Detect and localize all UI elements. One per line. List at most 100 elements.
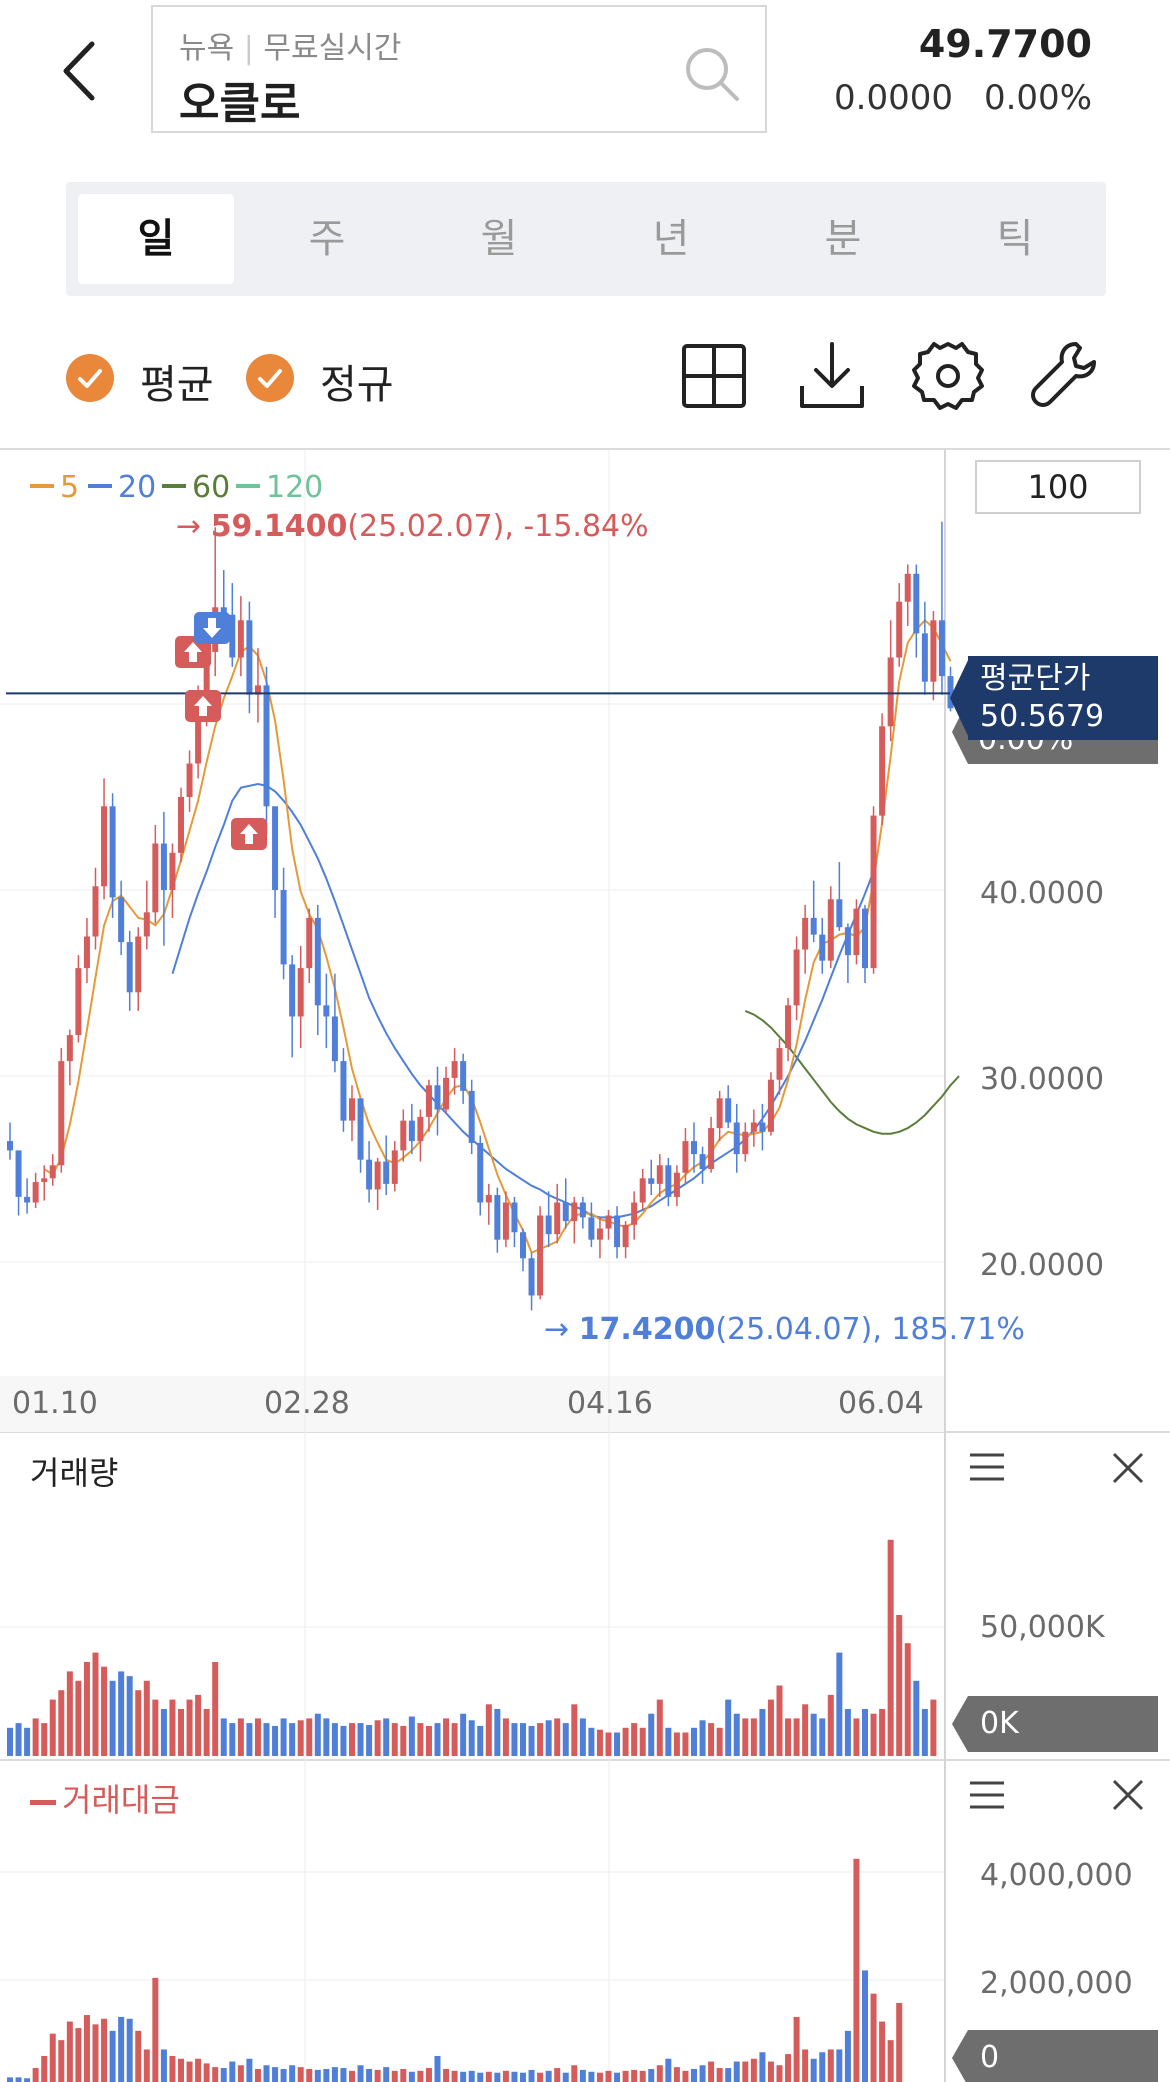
amount-bar [408, 2071, 415, 2082]
tab-minute[interactable]: 분 [824, 216, 862, 262]
avg-cost-tag: 평균단가 50.5679 [968, 656, 1158, 740]
amount-bar [588, 2071, 595, 2082]
candle-body [408, 1120, 415, 1142]
volume-bar [306, 1718, 313, 1756]
volume-bar [66, 1671, 73, 1756]
volume-bar [75, 1680, 82, 1756]
volume-bar [631, 1723, 638, 1756]
amount-bar [109, 2030, 116, 2082]
back-button[interactable] [52, 36, 112, 106]
amount-bar [853, 1858, 860, 2082]
volume-bar [323, 1718, 330, 1756]
candle-body [673, 1172, 680, 1197]
candle-body [554, 1202, 561, 1235]
amount-bar [323, 2068, 330, 2082]
amount-bar [126, 2018, 133, 2082]
candle-body [24, 1196, 31, 1203]
amount-bar [571, 2065, 578, 2082]
volume-bar [494, 1709, 501, 1756]
candle-body [614, 1215, 621, 1248]
arrow-up-icon [240, 824, 258, 844]
volume-bar [913, 1680, 920, 1756]
layout-button[interactable] [676, 338, 752, 414]
candle-body [366, 1159, 373, 1190]
tab-year[interactable]: 년 [652, 216, 690, 262]
close-icon[interactable] [1110, 1777, 1146, 1813]
average-checkbox[interactable] [66, 354, 114, 402]
volume-bar [186, 1699, 193, 1756]
volume-bar [725, 1699, 732, 1756]
candle-body [417, 1116, 424, 1142]
tools-button[interactable] [1028, 338, 1104, 414]
candle-body [904, 573, 911, 602]
candle-body [101, 806, 108, 887]
amount-bar [631, 2069, 638, 2082]
amount-bar [75, 2028, 82, 2082]
amount-bar [272, 2067, 279, 2082]
candle-body [15, 1150, 22, 1197]
candle-body [83, 936, 90, 969]
volume-bar [887, 1539, 894, 1756]
volume-bar [502, 1718, 509, 1756]
volume-bar [596, 1729, 603, 1756]
ma-period-input[interactable]: 100 [975, 460, 1141, 514]
candle-body [785, 1005, 792, 1049]
candle-body [502, 1202, 509, 1240]
period-tab-bar: 일 주 월 년 분 틱 [66, 182, 1106, 296]
volume-bar [810, 1713, 817, 1756]
search-icon[interactable] [681, 43, 741, 103]
candle-body [237, 620, 244, 658]
amount-bar [656, 2065, 663, 2082]
amount-bar [836, 2049, 843, 2082]
volume-bar [195, 1694, 202, 1756]
volume-bar [588, 1727, 595, 1756]
volume-zero-pointer [952, 1696, 968, 1752]
volume-bar [921, 1709, 928, 1756]
amount-bar [49, 2033, 56, 2082]
candle-body [195, 694, 202, 764]
candle-body [528, 1258, 535, 1296]
menu-icon[interactable] [968, 1452, 1006, 1482]
candle-body [520, 1232, 526, 1259]
volume-bar [32, 1718, 39, 1756]
stock-search-box[interactable]: 뉴욕 | 무료실시간 오클로 [151, 5, 767, 133]
volume-bar [844, 1709, 851, 1756]
volume-bar [716, 1727, 723, 1756]
amount-bar [605, 2070, 612, 2082]
tab-day[interactable]: 일 [78, 194, 234, 284]
average-label: 평균 [140, 362, 214, 408]
candle-body [742, 1131, 749, 1155]
amount-bar [733, 2061, 740, 2082]
regular-checkbox[interactable] [246, 354, 294, 402]
amount-bar [767, 2061, 774, 2082]
amount-bar [639, 2070, 646, 2082]
close-icon[interactable] [1110, 1450, 1146, 1486]
volume-bar [229, 1723, 236, 1756]
tab-tick[interactable]: 틱 [996, 216, 1034, 262]
amount-bar [819, 2052, 826, 2082]
tab-month[interactable]: 월 [480, 216, 518, 262]
download-button[interactable] [794, 338, 870, 414]
tab-week[interactable]: 주 [308, 216, 346, 262]
menu-icon[interactable] [968, 1780, 1006, 1810]
volume-bar [400, 1725, 407, 1756]
volume-bar [143, 1680, 150, 1756]
arrow-up-icon [194, 696, 212, 716]
volume-bar [451, 1723, 458, 1756]
volume-bar [443, 1718, 450, 1756]
market-label: 뉴욕 | 무료실시간 [179, 31, 402, 66]
volume-bar [408, 1716, 415, 1756]
amount-legend-swatch [30, 1799, 56, 1805]
volume-bar [785, 1718, 792, 1756]
candle-body [793, 949, 800, 1006]
settings-button[interactable] [910, 338, 986, 414]
volume-bar [896, 1615, 903, 1756]
sell-marker [194, 612, 230, 644]
candle-body [913, 573, 920, 634]
volume-bar [733, 1713, 740, 1756]
amount-bar [750, 2058, 757, 2082]
amount-bar [460, 2071, 467, 2082]
amount-bar [887, 2040, 894, 2082]
amount-bar [528, 2069, 535, 2082]
